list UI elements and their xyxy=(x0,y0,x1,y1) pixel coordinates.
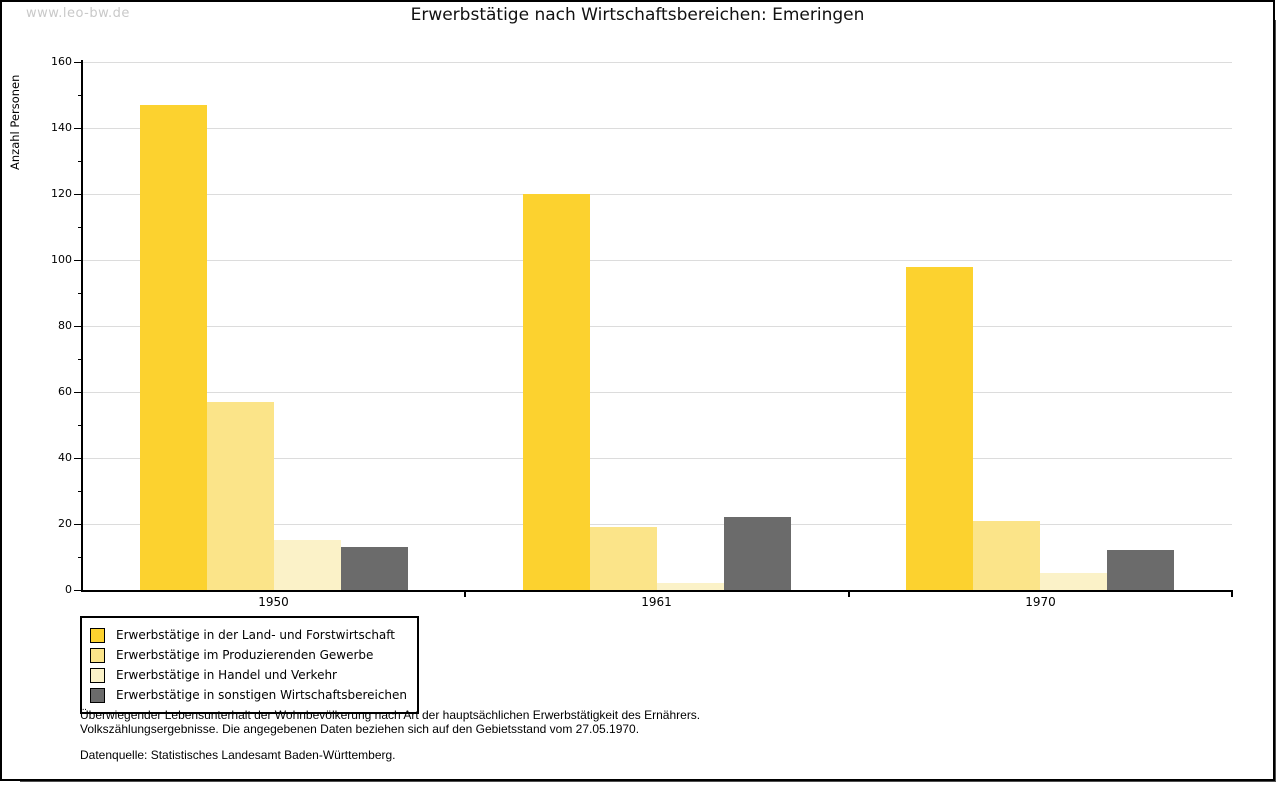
x-boundary-tick-3 xyxy=(1231,592,1233,597)
bar-1950-series-3 xyxy=(274,540,341,590)
legend-swatch-4 xyxy=(90,687,105,703)
x-boundary-tick-2 xyxy=(848,592,850,597)
legend-item-1: Erwerbstätige in der Land- und Forstwirt… xyxy=(90,625,407,645)
y-minor-tick-50 xyxy=(78,425,82,426)
legend-box: Erwerbstätige in der Land- und Forstwirt… xyxy=(80,616,420,714)
gridline-120 xyxy=(82,194,1232,195)
bar-1950-series-2 xyxy=(207,402,274,590)
y-major-tick-20 xyxy=(74,524,82,525)
gridline-80 xyxy=(82,326,1232,327)
x-axis-line xyxy=(81,590,1233,592)
legend-swatch-2 xyxy=(90,647,105,663)
chart-title: Erwerbstätige nach Wirtschaftsbereichen:… xyxy=(410,5,865,25)
y-tick-label-40: 40 xyxy=(58,451,72,464)
x-category-label-1950: 1950 xyxy=(258,595,289,609)
bar-1961-series-2 xyxy=(590,527,657,590)
y-major-tick-40 xyxy=(74,458,82,459)
bar-1961-series-3 xyxy=(657,583,724,590)
y-minor-tick-110 xyxy=(78,227,82,228)
y-tick-label-0: 0 xyxy=(65,583,72,596)
bar-1950-series-4 xyxy=(341,547,408,590)
bar-1970-series-3 xyxy=(1040,573,1107,590)
footnote-line-2: Volkszählungsergebnisse. Die angegebenen… xyxy=(80,722,640,736)
y-major-tick-80 xyxy=(74,326,82,327)
x-category-label-1970: 1970 xyxy=(1025,595,1056,609)
y-tick-label-160: 160 xyxy=(51,55,72,68)
footnote-source: Datenquelle: Statistisches Landesamt Bad… xyxy=(80,748,396,762)
y-tick-label-140: 140 xyxy=(51,121,72,134)
legend-label-1: Erwerbstätige in der Land- und Forstwirt… xyxy=(116,628,395,642)
y-tick-label-20: 20 xyxy=(58,517,72,530)
y-tick-label-120: 120 xyxy=(51,187,72,200)
y-minor-tick-10 xyxy=(78,557,82,558)
bar-1950-series-1 xyxy=(140,105,207,590)
gridline-160 xyxy=(82,62,1232,63)
bar-1961-series-4 xyxy=(724,517,791,590)
gridline-100 xyxy=(82,260,1232,261)
y-axis-title: Anzahl Personen xyxy=(8,74,22,170)
gridline-40 xyxy=(82,458,1232,459)
gridline-140 xyxy=(82,128,1232,129)
legend-item-3: Erwerbstätige in Handel und Verkehr xyxy=(90,665,407,685)
y-tick-label-80: 80 xyxy=(58,319,72,332)
footnotes: Überwiegender Lebensunterhalt der Wohnbe… xyxy=(80,708,700,762)
y-minor-tick-70 xyxy=(78,359,82,360)
bar-1970-series-2 xyxy=(973,521,1040,590)
legend-label-2: Erwerbstätige im Produzierenden Gewerbe xyxy=(116,648,374,662)
legend-item-2: Erwerbstätige im Produzierenden Gewerbe xyxy=(90,645,407,665)
y-major-tick-140 xyxy=(74,128,82,129)
x-boundary-tick-1 xyxy=(464,592,466,597)
legend-label-4: Erwerbstätige in sonstigen Wirtschaftsbe… xyxy=(116,688,408,702)
gridline-60 xyxy=(82,392,1232,393)
y-major-tick-60 xyxy=(74,392,82,393)
legend-item-4: Erwerbstätige in sonstigen Wirtschaftsbe… xyxy=(90,685,407,705)
y-minor-tick-90 xyxy=(78,293,82,294)
y-major-tick-100 xyxy=(74,260,82,261)
x-category-label-1961: 1961 xyxy=(641,595,672,609)
y-minor-tick-150 xyxy=(78,95,82,96)
y-major-tick-120 xyxy=(74,194,82,195)
watermark-url: www.leo-bw.de xyxy=(26,6,130,21)
bar-1970-series-4 xyxy=(1107,550,1174,590)
bar-1970-series-1 xyxy=(906,267,973,590)
y-tick-label-100: 100 xyxy=(51,253,72,266)
y-minor-tick-130 xyxy=(78,161,82,162)
gridline-20 xyxy=(82,524,1232,525)
y-axis-line xyxy=(81,60,83,590)
legend-swatch-3 xyxy=(90,667,105,683)
footnote-line-1: Überwiegender Lebensunterhalt der Wohnbe… xyxy=(80,708,701,722)
y-major-tick-0 xyxy=(74,590,82,591)
legend-label-3: Erwerbstätige in Handel und Verkehr xyxy=(116,668,337,682)
bar-1961-series-1 xyxy=(523,194,590,590)
y-minor-tick-30 xyxy=(78,491,82,492)
y-major-tick-160 xyxy=(74,62,82,63)
legend-swatch-1 xyxy=(90,627,105,643)
y-tick-label-60: 60 xyxy=(58,385,72,398)
